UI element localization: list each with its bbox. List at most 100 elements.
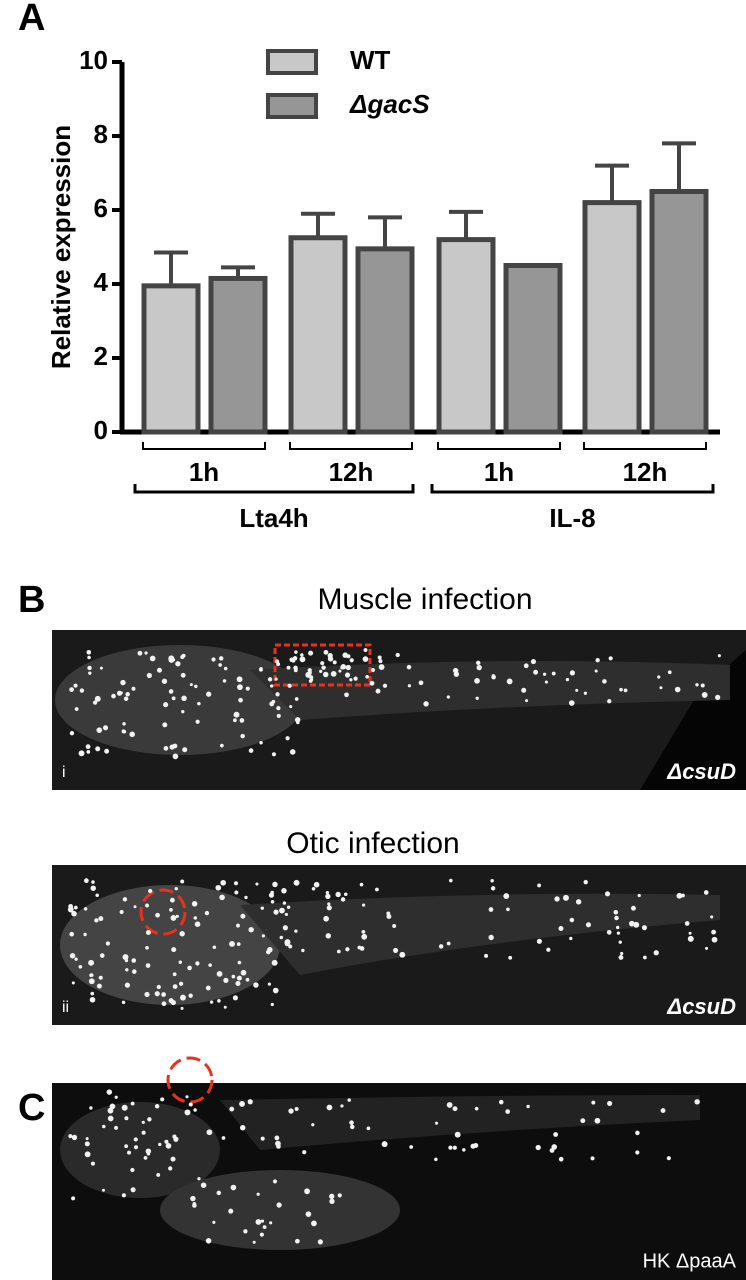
spot	[508, 955, 513, 960]
spot	[221, 1136, 226, 1140]
spot	[86, 750, 91, 754]
spot	[637, 893, 641, 898]
spot	[87, 655, 91, 660]
spot	[562, 894, 569, 901]
spot	[182, 747, 188, 753]
spot	[71, 1134, 78, 1141]
spot	[83, 907, 88, 911]
spot	[569, 936, 573, 941]
spot	[533, 669, 539, 675]
spot	[119, 909, 124, 915]
spot	[95, 893, 99, 898]
spot	[591, 1100, 596, 1105]
spot	[635, 1130, 640, 1136]
spot	[144, 651, 148, 655]
spot	[618, 955, 624, 960]
spot	[359, 882, 364, 887]
spot	[711, 936, 718, 943]
image-title: Muscle infection	[317, 583, 532, 616]
spot	[120, 679, 126, 686]
spot	[407, 684, 412, 688]
spot	[96, 983, 102, 989]
category-bracket	[437, 442, 561, 450]
spot	[344, 692, 349, 698]
bar	[208, 275, 268, 435]
spot	[129, 731, 135, 738]
spot	[260, 1136, 265, 1141]
spot	[187, 965, 192, 971]
spot	[245, 686, 250, 691]
spot	[94, 695, 101, 702]
spot	[271, 752, 277, 757]
spot	[168, 1166, 173, 1171]
spot	[149, 655, 156, 662]
spot	[245, 977, 250, 982]
spot	[89, 996, 96, 1003]
spot	[667, 670, 672, 675]
spot	[195, 961, 200, 966]
spot	[92, 700, 98, 705]
spot	[78, 964, 83, 969]
spot	[88, 959, 95, 966]
spot	[506, 907, 510, 912]
spot	[131, 969, 137, 974]
spot	[233, 711, 240, 718]
spot	[503, 893, 510, 899]
spot	[71, 910, 77, 917]
spot	[83, 932, 87, 937]
spot	[218, 656, 224, 661]
spot	[91, 880, 95, 884]
spot	[717, 654, 721, 658]
spot	[78, 750, 85, 757]
spot	[96, 727, 103, 733]
spot	[305, 671, 312, 678]
spot	[179, 931, 185, 937]
spot	[121, 1104, 128, 1111]
spot	[628, 920, 635, 927]
bar	[141, 283, 201, 435]
spot	[659, 686, 663, 690]
spot	[209, 1000, 214, 1004]
spot	[145, 963, 151, 968]
spot	[544, 680, 549, 684]
spot	[434, 1157, 438, 1162]
spot	[365, 674, 369, 679]
spot	[146, 672, 152, 679]
spot	[114, 1125, 118, 1130]
spot	[308, 650, 314, 656]
spot	[230, 1184, 237, 1191]
spot	[453, 671, 460, 677]
spot	[144, 991, 150, 998]
spot	[178, 981, 184, 986]
fish-head	[55, 645, 305, 755]
spot	[490, 878, 494, 883]
category-bracket	[142, 442, 266, 450]
spot	[329, 1198, 335, 1204]
highlight-circle	[166, 1056, 214, 1104]
spot	[343, 892, 348, 897]
spot	[206, 1129, 213, 1136]
spot	[258, 667, 263, 672]
fish-head	[60, 885, 280, 1005]
spot	[506, 678, 513, 685]
spot	[349, 678, 353, 682]
spot	[101, 1188, 105, 1192]
spot	[276, 662, 281, 667]
error-bar	[301, 211, 335, 238]
spot	[233, 881, 239, 886]
fish-body	[240, 893, 720, 975]
spot	[350, 1124, 355, 1130]
spot	[580, 1118, 586, 1124]
spot	[325, 890, 330, 895]
spot	[287, 683, 292, 688]
spot	[102, 725, 109, 731]
spot	[630, 905, 636, 911]
spot	[681, 893, 685, 898]
spot	[304, 1188, 310, 1195]
spot	[181, 695, 187, 702]
bar-chart: Relative expression 0 2 4 6 8 10 WT ΔgacS 1h 12h 1…	[46, 45, 720, 533]
spot	[340, 666, 344, 670]
spot	[192, 1203, 197, 1208]
spot	[204, 910, 210, 916]
spot	[185, 1095, 189, 1099]
